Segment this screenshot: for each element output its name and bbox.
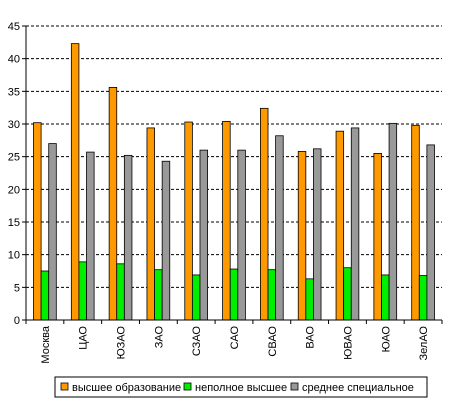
- bar: [381, 274, 390, 321]
- legend-swatch: [183, 382, 192, 391]
- bar: [297, 151, 307, 321]
- legend-label: среднее специальное: [302, 382, 414, 394]
- y-tick-label: 30: [8, 119, 20, 131]
- x-tick-label: ЮВАО: [342, 326, 354, 360]
- y-tick-label: 10: [8, 250, 20, 262]
- bar: [350, 127, 360, 321]
- y-tick-label: 15: [8, 217, 20, 229]
- bar: [161, 160, 171, 321]
- legend-frame: [54, 376, 428, 398]
- bar: [116, 263, 125, 321]
- bar: [48, 143, 57, 321]
- x-tick-label: ЗелАО: [418, 326, 430, 361]
- y-tick-label: 0: [14, 315, 20, 327]
- bar: [411, 124, 420, 321]
- y-tick-label: 45: [8, 21, 20, 33]
- bars: [33, 43, 435, 321]
- axes: [25, 26, 442, 321]
- bar: [418, 275, 428, 321]
- x-tick-label: Москва: [40, 325, 52, 363]
- legend-label: неполное высшее: [195, 382, 287, 394]
- bar: [222, 120, 231, 321]
- bar: [335, 130, 345, 321]
- bar: [275, 135, 284, 321]
- legend-swatch: [290, 382, 299, 391]
- legend-label: высшее образование: [72, 382, 181, 394]
- bar: [184, 121, 193, 321]
- bar: [229, 268, 239, 321]
- x-tick-label: САО: [229, 326, 241, 350]
- bar: [40, 270, 50, 321]
- bar: [154, 269, 163, 321]
- x-tick-label: ЗАО: [153, 326, 165, 349]
- x-tick-label: ЦАО: [78, 326, 90, 350]
- x-tick-label: СВАО: [267, 326, 279, 357]
- bar: [86, 151, 95, 321]
- bar: [191, 274, 201, 321]
- bar: [78, 261, 87, 321]
- x-tick-label: ВАО: [305, 326, 317, 349]
- y-tick-label: 35: [8, 86, 20, 98]
- bar: [70, 43, 80, 321]
- bar: [343, 267, 352, 321]
- bar: [305, 278, 314, 321]
- bar: [388, 122, 398, 321]
- y-tick-label: 40: [8, 54, 20, 66]
- bar: [426, 144, 435, 321]
- y-tick-label: 25: [8, 152, 20, 164]
- bar: [313, 148, 322, 321]
- bar: [146, 127, 155, 321]
- bar: [237, 149, 246, 321]
- y-axis-ticks: 0 5 10 15 20 25 30 35 40 45: [8, 21, 26, 327]
- bar: [33, 122, 42, 321]
- bar: [108, 87, 118, 321]
- x-axis-ticks: Москва ЦАО ЮЗАО ЗАО СЗАО САО СВАО ВАО ЮВАО ЮАО Зел…: [25, 320, 443, 364]
- y-tick-label: 20: [8, 184, 20, 196]
- legend-swatch: [60, 382, 69, 391]
- x-tick-label: СЗАО: [191, 326, 203, 357]
- bar: [260, 107, 269, 321]
- bar: [373, 152, 382, 321]
- bar: [199, 149, 208, 321]
- y-tick-label: 5: [14, 282, 20, 294]
- bar: [123, 154, 133, 321]
- legend: высшее образование неполное высшее среднее…: [54, 376, 428, 398]
- gridlines: [26, 25, 442, 288]
- x-tick-label: ЮЗАО: [116, 326, 128, 360]
- bar: [267, 269, 277, 321]
- x-tick-label: ЮАО: [380, 326, 392, 353]
